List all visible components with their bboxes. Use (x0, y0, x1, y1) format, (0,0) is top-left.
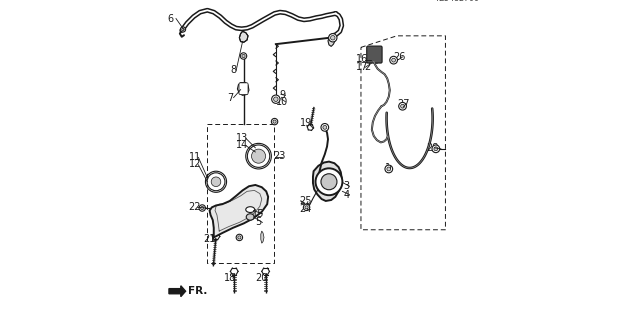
Text: 4: 4 (343, 189, 349, 200)
Circle shape (385, 165, 392, 173)
Circle shape (330, 36, 335, 40)
Circle shape (272, 95, 280, 103)
Text: TZ5482700: TZ5482700 (435, 0, 479, 3)
Circle shape (201, 206, 204, 210)
Circle shape (252, 149, 266, 163)
Polygon shape (313, 162, 342, 201)
Circle shape (392, 58, 396, 62)
Text: 26: 26 (393, 52, 406, 62)
Circle shape (207, 173, 225, 191)
Circle shape (238, 236, 241, 239)
Circle shape (274, 97, 278, 101)
Circle shape (241, 53, 247, 59)
Polygon shape (169, 286, 186, 297)
Text: 20: 20 (255, 273, 268, 283)
Circle shape (316, 168, 342, 195)
Text: 17: 17 (356, 61, 369, 72)
Text: 5: 5 (255, 217, 262, 228)
Circle shape (211, 177, 221, 187)
Circle shape (432, 145, 440, 153)
Ellipse shape (246, 214, 254, 220)
Text: 10: 10 (276, 97, 289, 107)
Text: 16: 16 (356, 54, 369, 64)
Circle shape (387, 167, 390, 171)
Polygon shape (239, 31, 248, 42)
Polygon shape (328, 35, 335, 46)
Circle shape (180, 27, 186, 32)
Text: 23: 23 (273, 151, 285, 161)
Text: 21: 21 (204, 234, 216, 244)
Circle shape (329, 34, 337, 42)
Text: 8: 8 (230, 65, 236, 75)
Circle shape (434, 147, 438, 151)
Circle shape (242, 54, 245, 58)
Circle shape (399, 102, 406, 110)
Text: 19: 19 (300, 118, 312, 128)
Circle shape (390, 56, 397, 64)
FancyBboxPatch shape (239, 83, 248, 94)
Circle shape (271, 118, 278, 125)
Ellipse shape (246, 207, 255, 212)
Text: 7: 7 (227, 92, 234, 103)
Text: 15: 15 (252, 209, 265, 219)
Text: 27: 27 (397, 99, 410, 109)
Text: 24: 24 (300, 204, 312, 214)
Text: 18: 18 (223, 273, 236, 283)
FancyBboxPatch shape (367, 46, 382, 63)
Circle shape (273, 120, 276, 123)
Text: 11: 11 (189, 152, 202, 162)
Circle shape (236, 234, 243, 241)
Circle shape (323, 125, 327, 129)
Text: 2: 2 (364, 61, 371, 72)
Circle shape (182, 28, 184, 31)
Polygon shape (261, 231, 264, 243)
Circle shape (303, 204, 310, 211)
Circle shape (321, 174, 337, 190)
Circle shape (305, 206, 308, 209)
Text: 13: 13 (236, 132, 248, 143)
Circle shape (248, 145, 270, 167)
Text: 14: 14 (236, 140, 248, 150)
Circle shape (321, 124, 329, 131)
Polygon shape (210, 185, 268, 237)
Text: 1: 1 (385, 163, 391, 173)
Circle shape (401, 104, 404, 108)
Text: FR.: FR. (188, 286, 207, 296)
Text: 22: 22 (188, 202, 201, 212)
Text: 12: 12 (189, 159, 202, 169)
Text: 28: 28 (426, 143, 439, 153)
Text: 9: 9 (279, 90, 285, 100)
Text: 3: 3 (343, 181, 349, 191)
Polygon shape (237, 83, 249, 95)
Text: 25: 25 (300, 196, 312, 206)
Text: 6: 6 (167, 13, 173, 24)
Circle shape (199, 205, 205, 211)
